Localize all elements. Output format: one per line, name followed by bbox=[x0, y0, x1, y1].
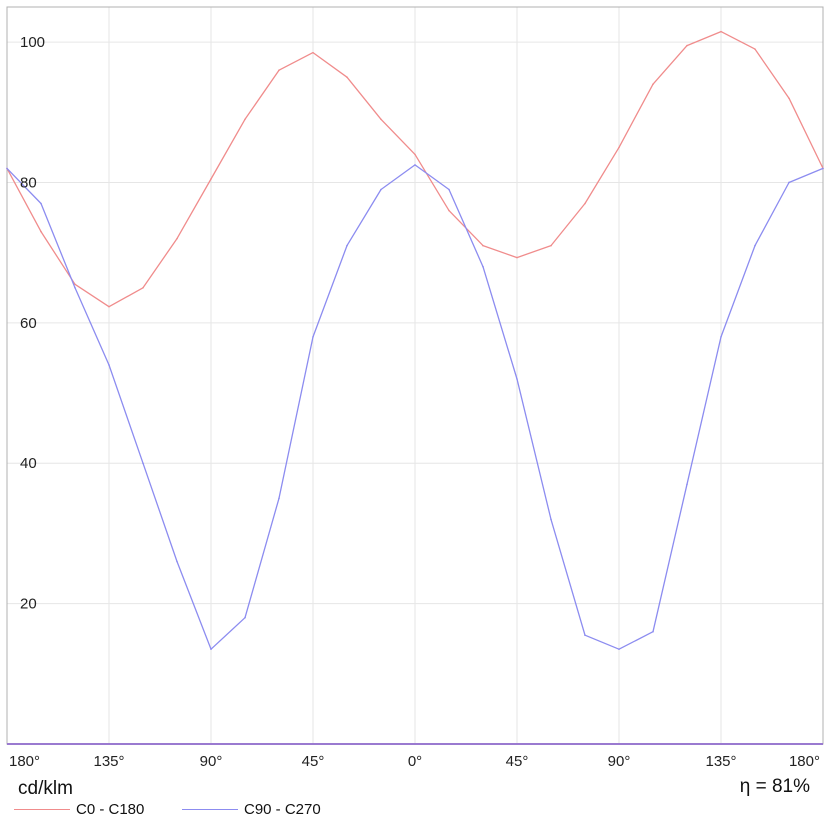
data-point bbox=[482, 244, 484, 247]
data-point bbox=[652, 630, 654, 633]
data-point bbox=[6, 167, 8, 170]
data-point bbox=[584, 634, 586, 637]
x-tick-label: 135° bbox=[705, 753, 736, 770]
legend-item-c90-c270: C90 - C270 bbox=[182, 800, 321, 818]
data-point bbox=[346, 244, 348, 247]
data-point bbox=[40, 230, 42, 233]
data-point bbox=[108, 364, 110, 366]
data-point bbox=[142, 462, 144, 465]
data-point bbox=[618, 648, 620, 651]
data-point bbox=[312, 336, 314, 338]
data-point bbox=[754, 244, 756, 247]
legend-item-c0-c180: C0 - C180 bbox=[14, 800, 144, 818]
data-point bbox=[346, 76, 348, 78]
data-point bbox=[312, 51, 314, 54]
data-point bbox=[788, 181, 790, 184]
data-point bbox=[720, 336, 722, 338]
legend-swatch bbox=[14, 808, 70, 810]
data-point bbox=[108, 305, 110, 308]
data-point bbox=[244, 118, 246, 121]
x-tick-label: 180° bbox=[9, 753, 40, 770]
x-tick-label: 45° bbox=[506, 753, 529, 770]
data-point bbox=[210, 178, 212, 180]
data-point bbox=[686, 44, 688, 47]
data-point bbox=[176, 560, 178, 563]
data-point bbox=[652, 83, 654, 86]
data-point bbox=[414, 153, 416, 156]
data-point bbox=[448, 188, 450, 191]
data-point bbox=[482, 265, 484, 268]
x-tick-label: 90° bbox=[200, 753, 223, 770]
data-point bbox=[550, 244, 552, 247]
legend-label: C0 - C180 bbox=[76, 800, 145, 818]
data-point bbox=[210, 648, 212, 651]
data-point bbox=[176, 237, 178, 240]
data-point bbox=[278, 69, 280, 71]
x-tick-label: 0° bbox=[408, 753, 422, 770]
x-tick-label: 135° bbox=[93, 753, 124, 770]
y-tick-label: 100 bbox=[20, 34, 45, 51]
data-point bbox=[516, 256, 518, 259]
data-point bbox=[142, 286, 144, 289]
data-point bbox=[720, 30, 722, 33]
data-point bbox=[584, 202, 586, 205]
x-tick-label: 180° bbox=[789, 753, 820, 770]
y-tick-label: 20 bbox=[20, 596, 37, 613]
data-point bbox=[74, 286, 76, 289]
y-unit-label: cd/klm bbox=[18, 778, 73, 799]
data-point bbox=[686, 483, 688, 486]
data-point bbox=[380, 188, 382, 191]
legend-label: C90 - C270 bbox=[244, 800, 321, 818]
data-point bbox=[618, 146, 620, 149]
series-layer bbox=[6, 30, 824, 651]
data-point bbox=[40, 202, 42, 205]
data-point bbox=[788, 97, 790, 100]
y-tick-label: 60 bbox=[20, 315, 37, 332]
data-point bbox=[448, 209, 450, 212]
x-tick-labels: 180° 135° 90° 45° 0° 45° 90° 135° 180° bbox=[9, 753, 820, 770]
x-tick-label: 90° bbox=[608, 753, 631, 770]
data-point bbox=[822, 167, 824, 170]
data-point bbox=[516, 378, 518, 380]
data-point bbox=[754, 48, 756, 50]
data-point bbox=[244, 616, 246, 619]
y-tick-label: 40 bbox=[20, 455, 37, 472]
data-point bbox=[550, 518, 552, 521]
efficiency-label: η = 81% bbox=[739, 776, 810, 797]
x-tick-label: 45° bbox=[302, 753, 325, 770]
grid bbox=[7, 7, 823, 744]
data-point bbox=[380, 118, 382, 121]
data-point bbox=[414, 164, 416, 166]
data-point bbox=[74, 283, 76, 286]
y-tick-labels: 20 40 60 80 100 bbox=[20, 34, 45, 613]
data-point bbox=[278, 497, 280, 500]
y-tick-label: 80 bbox=[20, 174, 37, 191]
legend-swatch bbox=[182, 808, 238, 810]
